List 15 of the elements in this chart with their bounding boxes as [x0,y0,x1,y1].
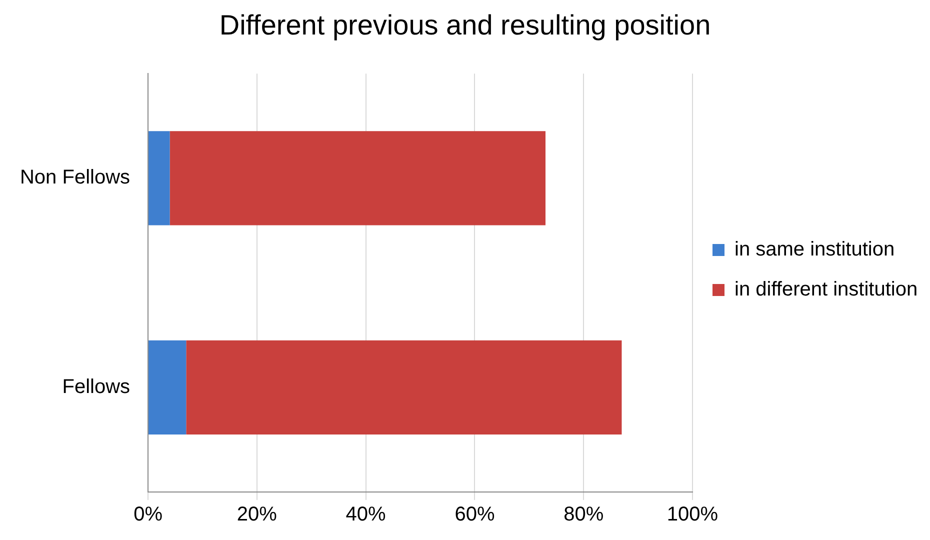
legend-label: in same institution [734,238,895,261]
x-tick-label: 20% [236,504,278,526]
bar [170,131,546,226]
legend-label: in different institution [734,278,918,301]
x-tick-label: 0% [134,504,163,526]
y-tick-label: Fellows [62,376,130,398]
bar [186,340,622,434]
x-tick-label: 100% [666,504,718,526]
y-tick-label: Non Fellows [20,166,130,189]
x-tick-label: 80% [564,504,604,526]
x-tick-label: 60% [454,504,495,526]
bar [148,131,170,226]
bar [148,340,186,434]
x-tick-label: 40% [346,504,386,526]
chart-title: Different previous and resulting position [219,10,711,41]
